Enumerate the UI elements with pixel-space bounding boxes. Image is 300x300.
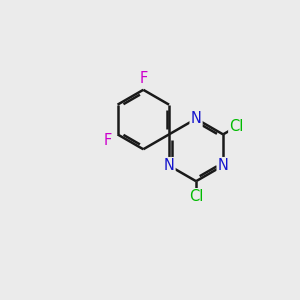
Text: F: F <box>139 71 147 86</box>
Text: Cl: Cl <box>229 119 244 134</box>
Text: Cl: Cl <box>189 189 203 204</box>
Text: N: N <box>218 158 229 173</box>
Text: N: N <box>164 158 175 173</box>
Text: N: N <box>190 111 202 126</box>
Text: F: F <box>104 133 112 148</box>
